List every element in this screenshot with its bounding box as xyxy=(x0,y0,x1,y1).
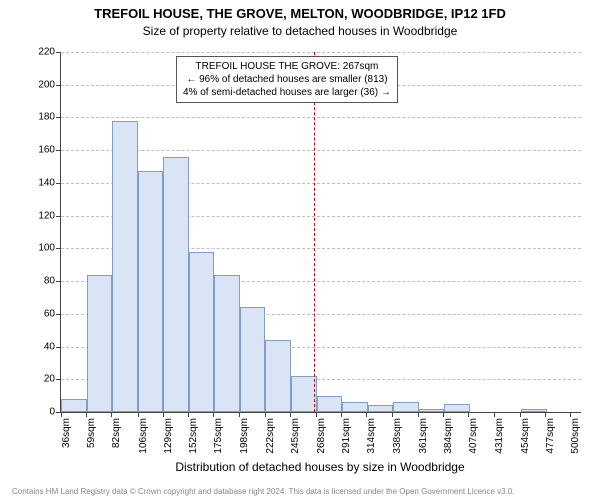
x-tick-mark xyxy=(443,412,444,417)
y-tick-label: 120 xyxy=(38,210,55,221)
x-axis-label: Distribution of detached houses by size … xyxy=(60,460,580,474)
histogram-bar xyxy=(214,275,240,412)
y-tick-mark xyxy=(56,150,61,151)
x-tick-label: 291sqm xyxy=(341,418,352,454)
histogram-bar xyxy=(521,409,547,412)
x-tick-mark xyxy=(520,412,521,417)
y-tick-mark xyxy=(56,347,61,348)
x-tick-label: 198sqm xyxy=(239,418,250,454)
y-tick-label: 20 xyxy=(44,374,55,385)
y-tick-mark xyxy=(56,248,61,249)
chart-container: TREFOIL HOUSE, THE GROVE, MELTON, WOODBR… xyxy=(0,0,600,500)
y-tick-label: 40 xyxy=(44,341,55,352)
y-tick-mark xyxy=(56,379,61,380)
x-tick-mark xyxy=(188,412,189,417)
x-tick-label: 245sqm xyxy=(290,418,301,454)
x-tick-mark xyxy=(341,412,342,417)
x-tick-mark xyxy=(392,412,393,417)
annotation-line: ← 96% of detached houses are smaller (81… xyxy=(183,73,391,86)
y-tick-mark xyxy=(56,183,61,184)
x-tick-label: 106sqm xyxy=(138,418,149,454)
y-tick-label: 80 xyxy=(44,276,55,287)
x-tick-label: 477sqm xyxy=(545,418,556,454)
histogram-bar xyxy=(265,340,291,412)
x-tick-label: 361sqm xyxy=(418,418,429,454)
histogram-bar xyxy=(393,402,419,412)
y-tick-label: 180 xyxy=(38,112,55,123)
gridline xyxy=(61,117,581,118)
x-tick-label: 454sqm xyxy=(520,418,531,454)
y-tick-mark xyxy=(56,281,61,282)
x-tick-mark xyxy=(86,412,87,417)
histogram-bar xyxy=(419,409,445,412)
y-tick-label: 220 xyxy=(38,47,55,58)
histogram-bar xyxy=(342,402,368,412)
x-tick-label: 36sqm xyxy=(61,418,72,448)
y-tick-label: 60 xyxy=(44,308,55,319)
x-tick-label: 222sqm xyxy=(265,418,276,454)
histogram-bar xyxy=(444,404,470,412)
histogram-bar xyxy=(240,307,266,412)
histogram-bar xyxy=(291,376,317,412)
footer-text: Contains HM Land Registry data © Crown c… xyxy=(12,487,514,496)
chart-subtitle: Size of property relative to detached ho… xyxy=(0,24,600,38)
annotation-box: TREFOIL HOUSE THE GROVE: 267sqm← 96% of … xyxy=(176,56,398,103)
x-tick-mark xyxy=(316,412,317,417)
x-tick-mark xyxy=(366,412,367,417)
annotation-line: TREFOIL HOUSE THE GROVE: 267sqm xyxy=(183,60,391,73)
x-tick-mark xyxy=(111,412,112,417)
x-tick-label: 314sqm xyxy=(366,418,377,454)
histogram-bar xyxy=(138,171,164,412)
y-tick-label: 160 xyxy=(38,145,55,156)
x-tick-mark xyxy=(61,412,62,417)
histogram-bar xyxy=(112,121,138,412)
y-tick-label: 140 xyxy=(38,177,55,188)
x-tick-label: 431sqm xyxy=(494,418,505,454)
x-tick-label: 384sqm xyxy=(443,418,454,454)
x-tick-label: 59sqm xyxy=(86,418,97,448)
x-tick-mark xyxy=(163,412,164,417)
y-tick-label: 0 xyxy=(49,407,55,418)
x-tick-mark xyxy=(494,412,495,417)
x-tick-mark xyxy=(138,412,139,417)
y-tick-label: 100 xyxy=(38,243,55,254)
x-tick-mark xyxy=(570,412,571,417)
x-tick-label: 268sqm xyxy=(316,418,327,454)
histogram-bar xyxy=(163,157,189,412)
x-tick-label: 175sqm xyxy=(213,418,224,454)
chart-title: TREFOIL HOUSE, THE GROVE, MELTON, WOODBR… xyxy=(0,6,600,21)
x-tick-mark xyxy=(290,412,291,417)
x-tick-label: 407sqm xyxy=(468,418,479,454)
x-tick-label: 338sqm xyxy=(392,418,403,454)
x-tick-mark xyxy=(239,412,240,417)
histogram-bar xyxy=(368,405,394,412)
x-tick-label: 129sqm xyxy=(163,418,174,454)
y-tick-label: 200 xyxy=(38,79,55,90)
y-tick-mark xyxy=(56,85,61,86)
x-tick-mark xyxy=(418,412,419,417)
x-tick-label: 82sqm xyxy=(111,418,122,448)
y-tick-mark xyxy=(56,216,61,217)
histogram-bar xyxy=(317,396,343,412)
x-tick-label: 500sqm xyxy=(570,418,581,454)
y-tick-mark xyxy=(56,117,61,118)
y-tick-mark xyxy=(56,314,61,315)
x-tick-mark xyxy=(213,412,214,417)
plot-area: 02040608010012014016018020022036sqm59sqm… xyxy=(60,52,581,413)
x-tick-mark xyxy=(265,412,266,417)
reference-line xyxy=(314,52,315,412)
histogram-bar xyxy=(87,275,113,412)
x-tick-mark xyxy=(468,412,469,417)
annotation-line: 4% of semi-detached houses are larger (3… xyxy=(183,86,391,99)
histogram-bar xyxy=(61,399,87,412)
gridline xyxy=(61,150,581,151)
gridline xyxy=(61,52,581,53)
histogram-bar xyxy=(189,252,215,412)
y-tick-mark xyxy=(56,52,61,53)
x-tick-label: 152sqm xyxy=(188,418,199,454)
x-tick-mark xyxy=(545,412,546,417)
